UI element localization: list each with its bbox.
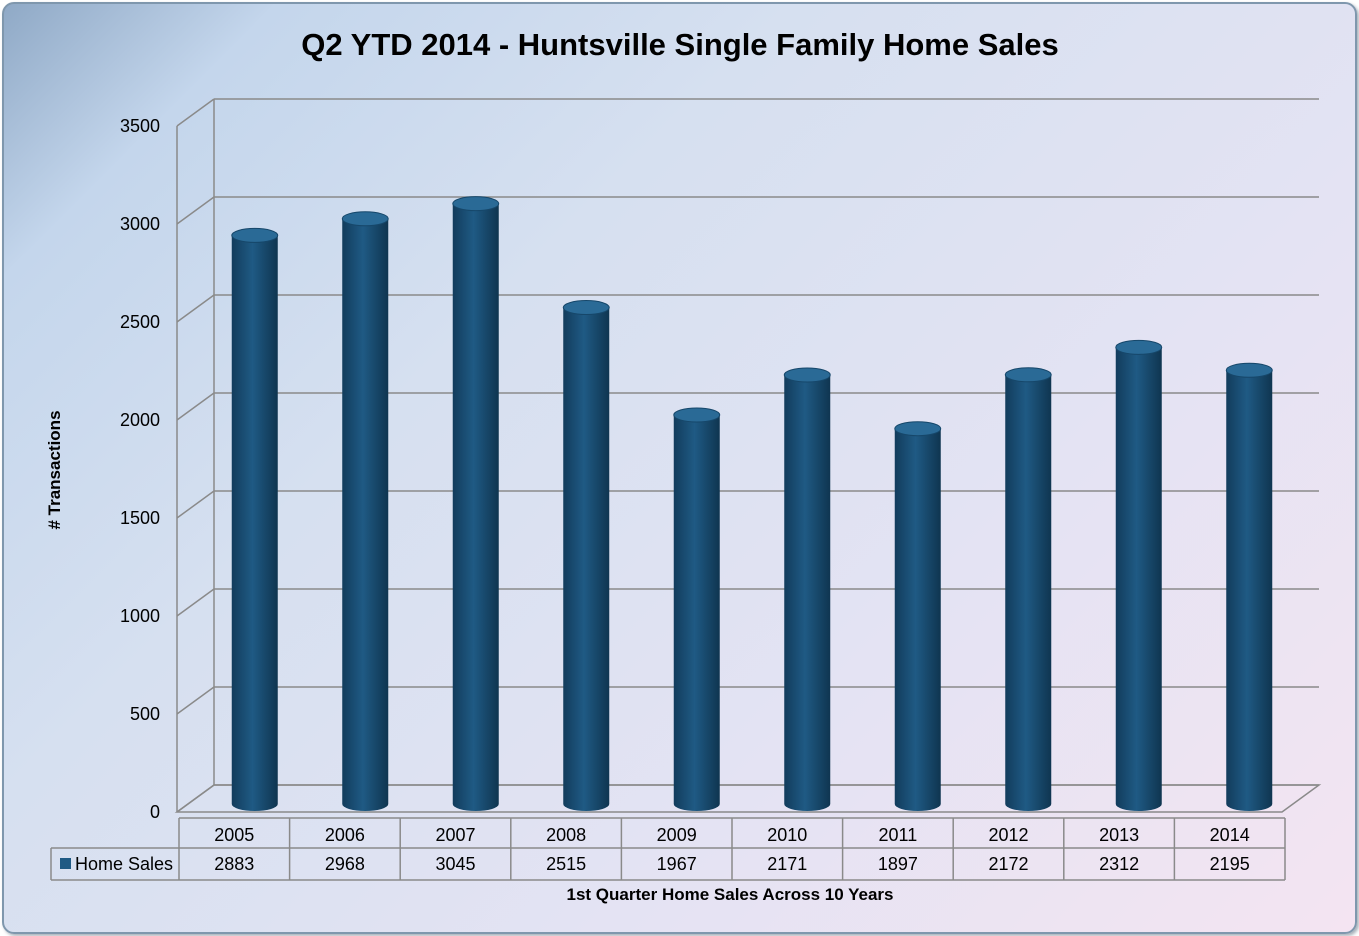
data-label: 2172 [988,854,1028,874]
chart-title: Q2 YTD 2014 - Huntsville Single Family H… [301,27,1059,62]
bar-body [231,235,278,812]
data-label: 2883 [214,854,254,874]
bar-layer [231,196,1273,812]
data-label: 1897 [878,854,918,874]
bar-body [1115,347,1162,812]
gridline-wall [176,98,215,127]
bar-top [783,367,831,383]
y-tick-label: 0 [150,802,160,822]
data-table: 2005 2883 2006 2968 2007 3045 2008 2515 2009 1967… [50,817,1286,881]
y-tick-label: 2500 [120,312,160,332]
legend-label: Home Sales [75,854,173,874]
bar [783,367,831,812]
legend-swatch [60,858,71,869]
y-tick-label: 500 [130,704,160,724]
y-axis-title: # Transactions [45,410,64,529]
bar-body [563,307,610,812]
x-tick-label: 2005 [214,825,254,845]
x-tick-label: 2006 [325,825,365,845]
x-tick-label: 2012 [988,825,1028,845]
y-tick-label: 2000 [120,410,160,430]
x-axis-title: 1st Quarter Home Sales Across 10 Years [567,885,894,904]
bar-body [342,218,389,812]
bar-top [562,300,610,316]
bar-top [1004,367,1052,383]
bar [341,211,389,812]
gridline-wall [176,196,215,225]
y-tick-label: 3000 [120,214,160,234]
bar-top [673,407,721,423]
bar-body [1005,374,1052,812]
bar [452,196,500,812]
bar-top [894,421,942,437]
bar [1115,339,1163,812]
data-label: 3045 [435,854,475,874]
bar-body [452,203,499,812]
bar-top [452,196,500,212]
data-label: 2195 [1210,854,1250,874]
x-tick-label: 2011 [879,825,918,845]
chart-svg: Q2 YTD 2014 - Huntsville Single Family H… [45,27,1322,904]
data-label: 2312 [1099,854,1139,874]
x-tick-label: 2013 [1099,825,1139,845]
floor-plane [174,784,1322,813]
bar-top [341,211,389,227]
bar-top [231,227,279,243]
y-axis-ticks: 0 500 1000 1500 2000 2500 3000 3500 [120,116,160,822]
bar-top [1115,339,1163,355]
y-tick-label: 3500 [120,116,160,136]
data-label: 1967 [657,854,697,874]
x-tick-label: 2010 [767,825,807,845]
y-tick-label: 1500 [120,508,160,528]
y-tick-label: 1000 [120,606,160,626]
data-label: 2515 [546,854,586,874]
x-tick-label: 2014 [1210,825,1250,845]
bar [894,421,942,812]
data-label: 2968 [325,854,365,874]
bar [1004,367,1052,812]
bar-body [673,414,720,812]
bar-top [1225,362,1273,378]
x-tick-label: 2008 [546,825,586,845]
gridline-wall [176,294,215,323]
x-tick-label: 2007 [435,825,475,845]
gridline-wall [176,686,215,715]
bar [231,227,279,812]
bar-body [784,374,831,812]
bar-body [894,428,941,812]
gridline-wall [176,392,215,421]
x-tick-label: 2009 [657,825,697,845]
data-label: 2171 [767,854,807,874]
grid-layer [174,98,1322,813]
gridline-wall [176,490,215,519]
bar [673,407,721,812]
bar [1225,362,1273,812]
bar [562,300,610,812]
gridline-wall [176,588,215,617]
bar-body [1226,370,1273,812]
